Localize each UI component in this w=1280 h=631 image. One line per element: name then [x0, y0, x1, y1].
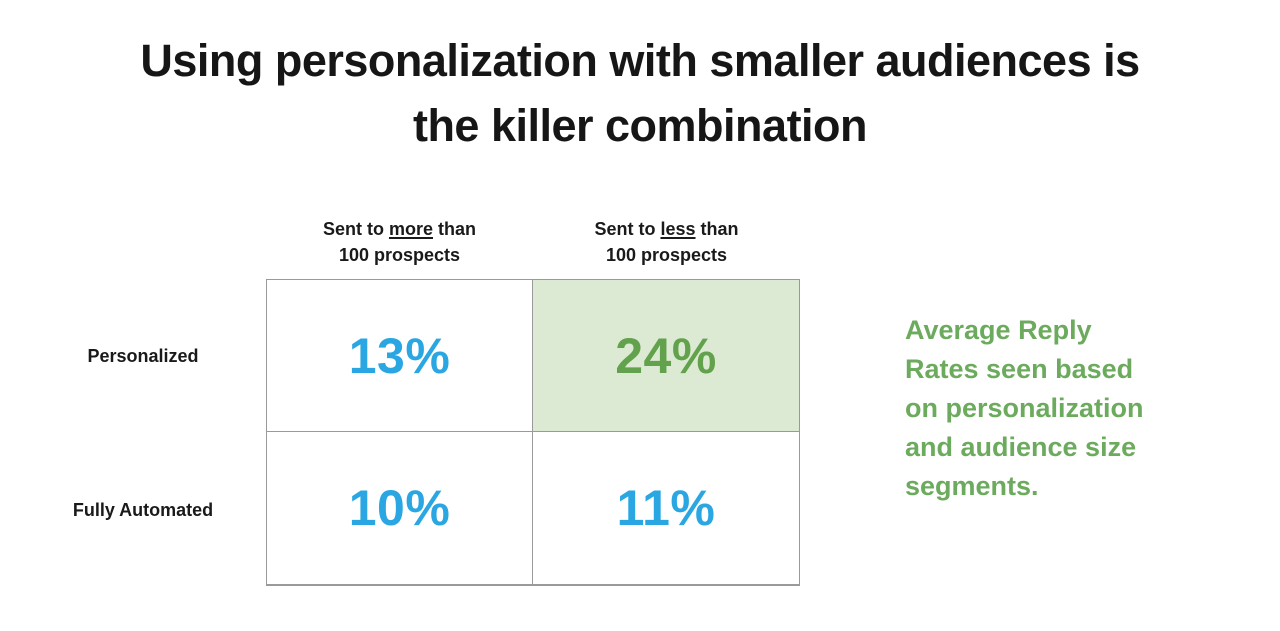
col-header-less-prefix: Sent to [594, 219, 661, 239]
col-header-less-line1: Sent to less than [533, 216, 800, 242]
col-header-less-suffix: than [695, 219, 739, 239]
aside-note-line1: Average Reply [905, 315, 1092, 345]
cell-value-24: 24% [615, 327, 717, 384]
cell-value-10: 10% [348, 480, 451, 536]
aside-note-line2: Rates seen based [905, 354, 1134, 384]
col-header-less-line2: 100 prospects [605, 245, 728, 265]
aside-note-line3: on personalization [905, 393, 1144, 423]
page-title-line1: Using personalization with smaller audie… [140, 35, 1140, 86]
col-header-more-underlined-word: more [388, 219, 433, 239]
col-header-more-suffix: than [433, 219, 476, 239]
cell-personalized-less-than-100-highlighted: 24% [533, 280, 799, 432]
col-header-less-than-100: Sent to less than 100 prospects [533, 216, 800, 268]
row-label-personalized: Personalized [87, 346, 199, 366]
col-header-more-prefix: Sent to [322, 219, 389, 239]
page-title-line2: the killer combination [412, 100, 868, 151]
col-header-more-line1: Sent to more than [266, 216, 533, 242]
col-header-less-underlined-word: less [660, 219, 696, 239]
col-header-more-than-100: Sent to more than 100 prospects [266, 216, 533, 268]
matrix-table: 13% 24% 10% 11% [266, 279, 800, 586]
aside-note: Average Reply Rates seen based on person… [905, 311, 1205, 506]
page-title: Using personalization with smaller audie… [0, 28, 1280, 158]
aside-note-line4: and audience size [905, 432, 1137, 462]
cell-value-13: 13% [348, 327, 451, 384]
row-label-fully-automated: Fully Automated [72, 500, 214, 520]
cell-fully-automated-more-than-100: 10% [267, 432, 533, 584]
cell-value-11: 11% [616, 480, 716, 536]
cell-personalized-more-than-100: 13% [267, 280, 533, 432]
cell-fully-automated-less-than-100: 11% [533, 432, 799, 584]
aside-note-line5: segments. [905, 471, 1039, 501]
col-header-more-line2: 100 prospects [338, 245, 461, 265]
